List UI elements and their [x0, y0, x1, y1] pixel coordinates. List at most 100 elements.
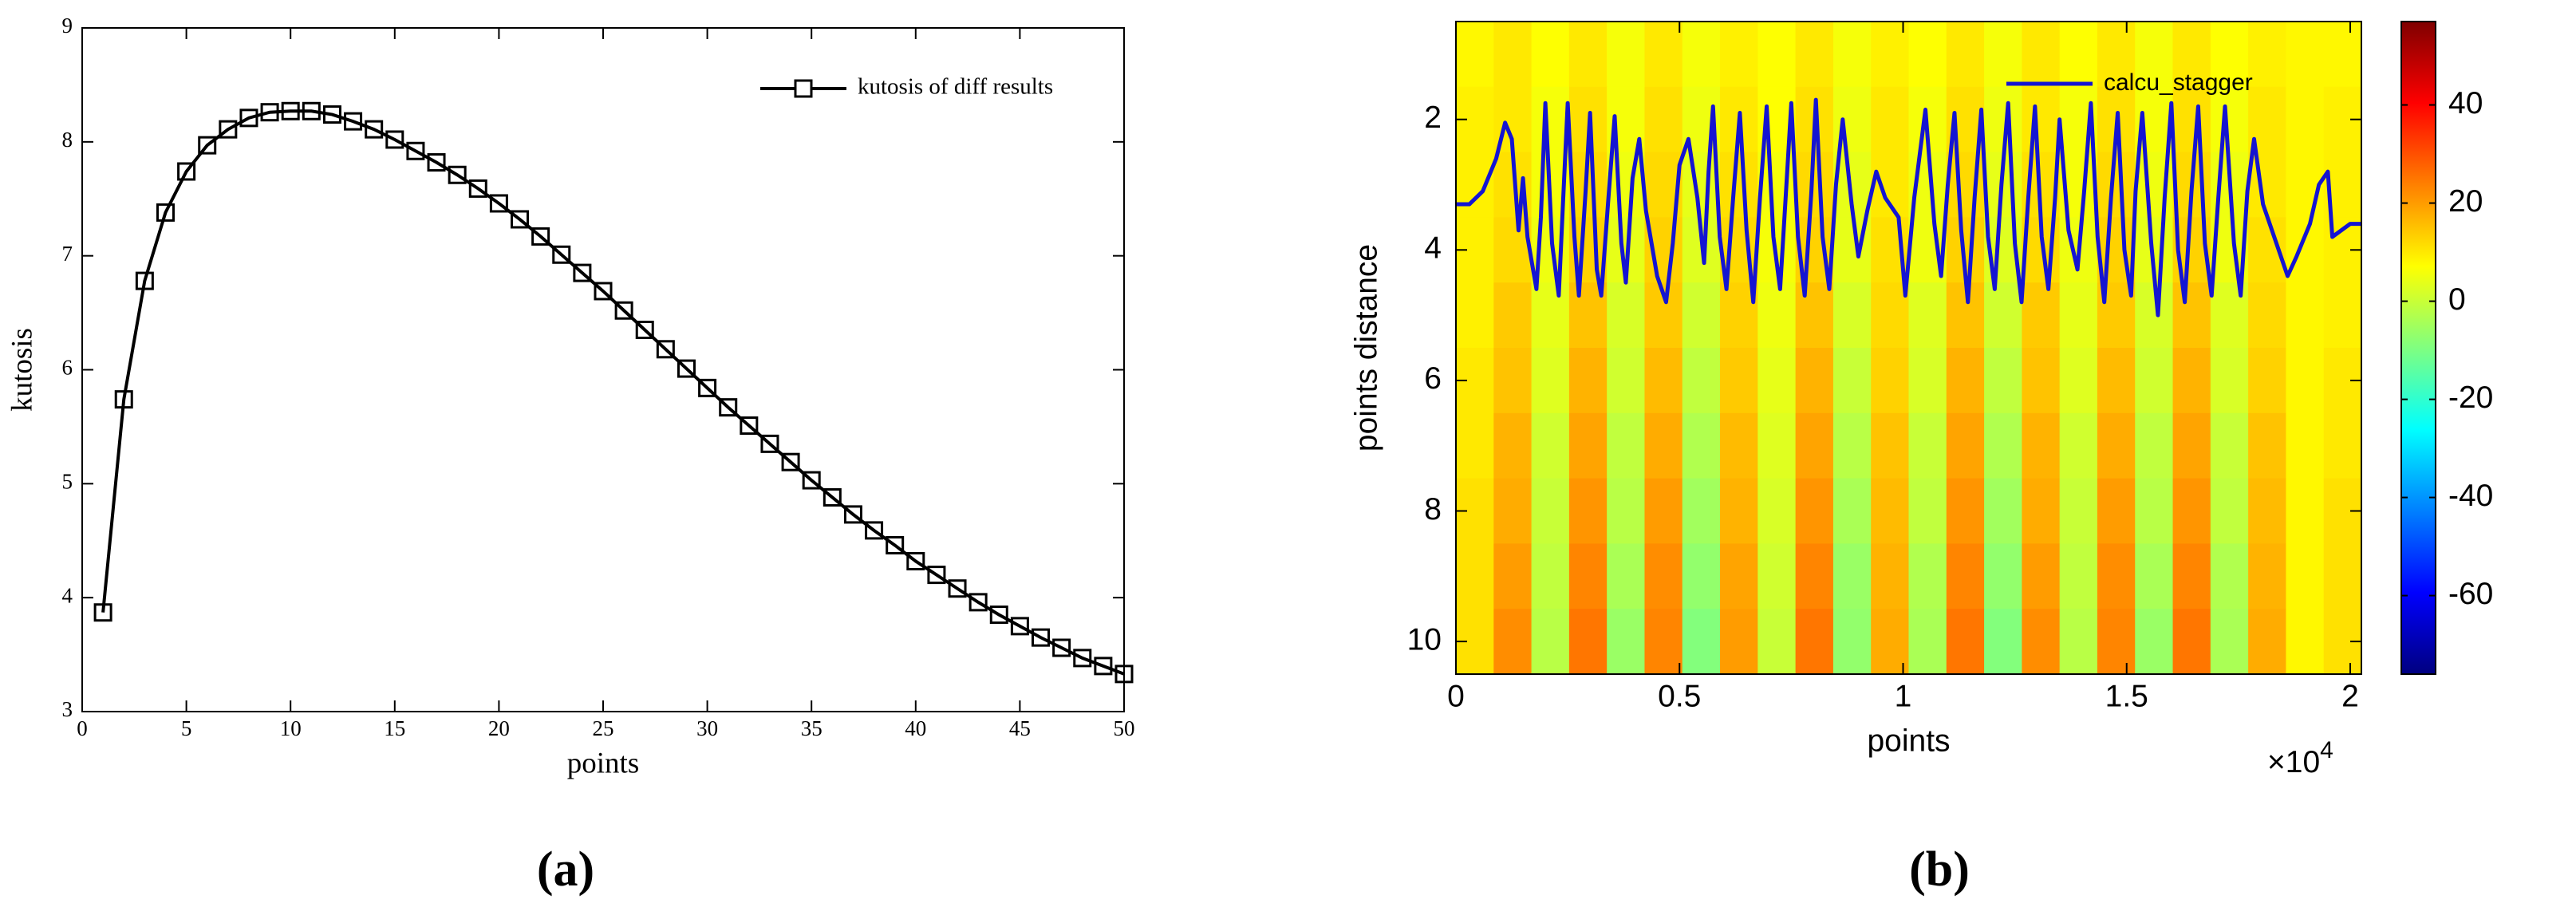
data-marker [802, 471, 821, 490]
data-marker [865, 521, 884, 540]
x-tick-label: 35 [801, 716, 823, 740]
heatmap-cell [2286, 282, 2325, 349]
heatmap-cell [1568, 609, 1608, 675]
x-multiplier-exponent: 4 [2320, 737, 2333, 763]
heatmap-cell [2286, 86, 2325, 153]
y-tick-label: 4 [62, 583, 73, 607]
heatmap-cell [1607, 348, 1646, 414]
heatmap-cell [1757, 543, 1797, 609]
panel-label: (b) [1909, 842, 1970, 897]
heatmap-cell [1644, 412, 1683, 479]
colorbar-tick-label: 40 [2448, 86, 2483, 120]
heatmap-cell [2286, 22, 2325, 88]
heatmap-cell [2248, 152, 2287, 218]
heatmap-cell [1757, 348, 1797, 414]
heatmap-cell [2323, 543, 2362, 609]
x-tick-label: 1 [1895, 679, 1912, 713]
x-tick-label: 0 [77, 716, 88, 740]
heatmap-cell [1720, 543, 1758, 609]
x-tick-label: 1.5 [2105, 679, 2148, 713]
data-line [101, 109, 1125, 676]
x-multiplier-base: ×10 [2267, 745, 2320, 779]
heatmap-cell [1493, 282, 1533, 349]
heatmap-cell [1757, 478, 1797, 544]
heatmap-cell [1720, 412, 1758, 479]
x-multiplier: ×104 [2267, 737, 2333, 779]
heatmap-cell [1832, 412, 1872, 479]
heatmap-cell [1644, 348, 1683, 414]
heatmap-cell [1984, 348, 2022, 414]
heatmap-cell [1531, 412, 1570, 479]
heatmap-cell [1531, 543, 1570, 609]
heatmap-cell [1682, 609, 1721, 675]
colorbar-tick-label: -60 [2448, 577, 2493, 611]
heatmap-cell [1607, 152, 1646, 218]
y-tick-label: 8 [1424, 492, 1442, 527]
heatmap-cell [1493, 478, 1533, 544]
panel-label: (a) [537, 842, 594, 897]
heatmap-cell [1456, 543, 1494, 609]
data-marker [573, 263, 592, 282]
heatmap-cell [1531, 478, 1570, 544]
x-axis-label: points [1867, 724, 1950, 758]
heatmap-cell [1795, 348, 1834, 414]
plot-frame [1455, 21, 2362, 675]
heatmap-cell [2210, 543, 2249, 609]
heatmap-cell [2097, 609, 2136, 675]
heatmap-cell [1871, 282, 1910, 349]
heatmap-cell [1984, 478, 2022, 544]
heatmap-cell [1456, 22, 1494, 88]
heatmap-cell [2172, 86, 2211, 153]
heatmap-cell [1456, 152, 1494, 218]
heatmap-cell [2135, 412, 2174, 479]
data-marker [677, 359, 696, 378]
data-marker [989, 605, 1008, 625]
y-tick-label: 2 [1424, 101, 1442, 135]
heatmap-cell [2172, 478, 2211, 544]
heatmap-cell [2286, 348, 2325, 414]
y-tick-label: 7 [62, 242, 73, 266]
heatmap-cell [1757, 609, 1797, 675]
heatmap-cell [1871, 478, 1910, 544]
heatmap-cell [1832, 22, 1872, 88]
heatmap-cell [2172, 412, 2211, 479]
heatmap-cell [2022, 348, 2061, 414]
heatmap-cell [2172, 22, 2211, 88]
heatmap-cell [2135, 609, 2174, 675]
heatmap-cell [2135, 348, 2174, 414]
heatmap-cell [1720, 152, 1758, 218]
data-marker [135, 271, 154, 290]
heatmap-cell [2210, 348, 2249, 414]
chart-a: 0 5 10 15 20 25 30 35 40 45 503456789pointskutosis… [6, 14, 1134, 897]
data-marker [1010, 617, 1029, 636]
data-marker [635, 321, 654, 340]
data-marker [843, 505, 862, 524]
heatmap-cell [1832, 348, 1872, 414]
data-marker [594, 282, 613, 301]
colorbar-tick-label: 20 [2448, 184, 2483, 219]
heatmap-cell [1871, 543, 1910, 609]
heatmap-cell [1644, 543, 1683, 609]
heatmap-cell [1832, 282, 1872, 349]
data-marker [198, 136, 217, 155]
heatmap-cell [2248, 412, 2287, 479]
heatmap-cell [1946, 609, 1985, 675]
x-tick-label: 2 [2341, 679, 2359, 713]
heatmap-cell [1946, 22, 1985, 88]
y-tick-label: 10 [1407, 622, 1442, 657]
heatmap-cell [2097, 152, 2136, 218]
data-marker [760, 434, 779, 453]
x-tick-label: 45 [1009, 716, 1031, 740]
heatmap-cell [1568, 478, 1608, 544]
heatmap-cell [1493, 412, 1533, 479]
heatmap-cell [2323, 282, 2362, 349]
heatmap-cell [1757, 282, 1797, 349]
heatmap-cell [2097, 22, 2136, 88]
heatmap-cell [1832, 609, 1872, 675]
x-tick-label: 10 [280, 716, 302, 740]
heatmap-cell [1795, 609, 1834, 675]
heatmap-cell [2172, 609, 2211, 675]
data-marker [906, 551, 925, 570]
